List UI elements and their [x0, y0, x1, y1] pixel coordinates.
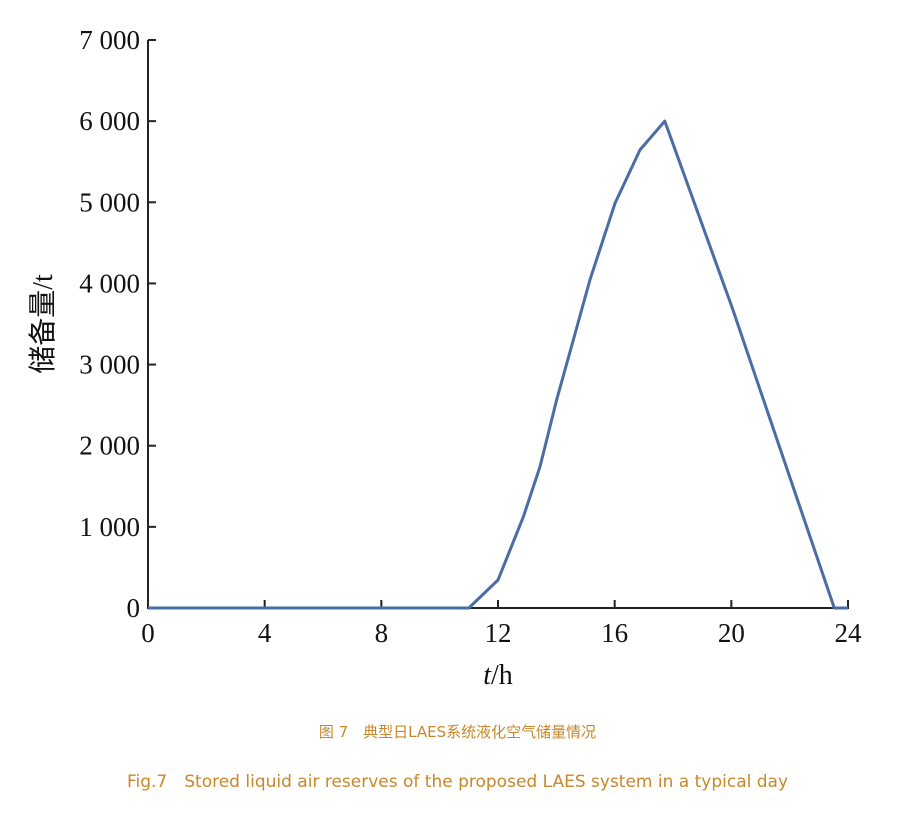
- series-line: [148, 119, 848, 610]
- axes: [147, 40, 849, 609]
- chart: 0 4 8 12 16 20 24 0 1 000 2 000 3 000 4 000 5 000 6 0…: [27, 25, 862, 691]
- y-tick-label: 1 000: [79, 512, 140, 542]
- y-axis-title: 储备量/t: [27, 274, 59, 374]
- x-tick-label: 4: [258, 618, 272, 648]
- ticks: 0 4 8 12 16 20 24 0 1 000 2 000 3 000 4 000 5 000 6 0…: [79, 25, 862, 648]
- x-tick-label: 12: [485, 618, 512, 648]
- x-tick-label: 16: [601, 618, 628, 648]
- x-axis-title: t/h: [483, 660, 513, 691]
- caption-chinese: 图 7 典型日LAES系统液化空气储量情况: [318, 723, 597, 741]
- x-tick-label: 24: [835, 618, 863, 648]
- y-tick-label: 4 000: [79, 268, 140, 298]
- y-tick-label: 5 000: [79, 187, 140, 217]
- x-tick-label: 20: [718, 618, 745, 648]
- y-tick-label: 0: [127, 593, 141, 623]
- x-axis-title-var: t: [483, 660, 492, 691]
- x-tick-label: 0: [141, 618, 155, 648]
- x-tick-label: 8: [375, 618, 389, 648]
- y-tick-label: 7 000: [79, 25, 140, 55]
- caption-english: Fig.7 Stored liquid air reserves of the …: [126, 772, 789, 792]
- y-tick-label: 3 000: [79, 350, 140, 380]
- y-tick-label: 2 000: [79, 431, 140, 461]
- x-axis-title-unit: /h: [491, 660, 513, 691]
- y-tick-label: 6 000: [79, 106, 140, 136]
